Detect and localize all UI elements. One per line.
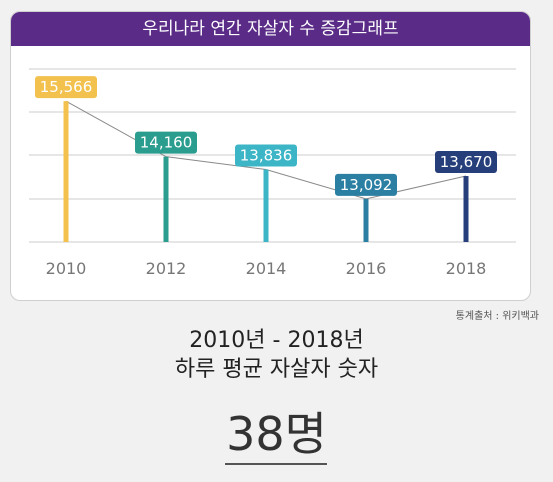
data-label-box: [335, 173, 397, 196]
data-label: 13,670: [440, 153, 493, 171]
data-label: 14,160: [140, 134, 193, 152]
caption-range: 2010년 - 2018년: [189, 328, 364, 353]
chart-title: 우리나라 연간 자살자 수 증감그래프: [11, 12, 530, 46]
data-label: 15,566: [40, 78, 93, 96]
bar: [263, 169, 269, 242]
x-tick-label: 2016: [346, 259, 387, 278]
x-tick-label: 2018: [446, 259, 487, 278]
bar: [463, 176, 469, 242]
data-label-box: [235, 144, 297, 167]
bar: [163, 156, 169, 242]
bar-chart: 15,566 2010 14,160 2012 13,836 2014 13,092 2016…: [29, 68, 516, 278]
source-note: 통계출처 : 위키백과: [455, 311, 539, 322]
caption-description: 하루 평균 자살자 숫자: [174, 357, 379, 382]
data-label: 13,092: [340, 176, 393, 194]
bar: [363, 198, 369, 242]
value-underline: [225, 463, 327, 465]
bar: [63, 101, 69, 242]
data-label-box: [135, 131, 197, 154]
x-tick-label: 2012: [146, 259, 187, 278]
data-label-box: [35, 76, 97, 99]
data-label: 13,836: [240, 146, 293, 164]
x-tick-label: 2014: [246, 259, 287, 278]
daily-average-value: 38명: [226, 407, 327, 461]
data-label-box: [435, 151, 497, 174]
chart-card: 우리나라 연간 자살자 수 증감그래프 15,566 2010 14,160 2012…: [10, 11, 531, 301]
x-tick-label: 2010: [46, 259, 87, 278]
